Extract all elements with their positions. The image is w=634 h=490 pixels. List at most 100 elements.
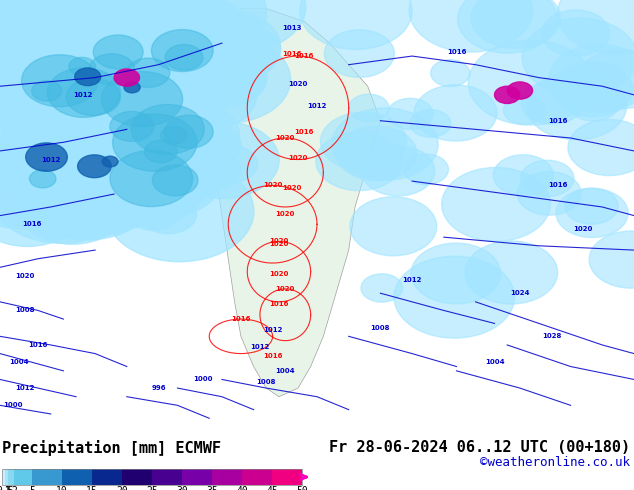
Circle shape [0, 0, 61, 80]
Text: 1012: 1012 [41, 156, 60, 163]
Circle shape [27, 17, 139, 93]
Circle shape [98, 104, 161, 147]
Circle shape [77, 155, 111, 178]
Circle shape [18, 11, 158, 107]
Bar [3, 469, 5, 485]
Circle shape [430, 60, 470, 86]
Circle shape [93, 181, 162, 228]
Text: 5: 5 [29, 486, 35, 490]
Circle shape [565, 188, 618, 224]
Circle shape [316, 132, 402, 191]
Circle shape [0, 133, 92, 228]
Circle shape [164, 39, 267, 109]
Circle shape [0, 0, 106, 59]
Circle shape [124, 163, 180, 201]
Text: Fr 28-06-2024 06..12 UTC (00+180): Fr 28-06-2024 06..12 UTC (00+180) [329, 440, 630, 455]
Circle shape [471, 0, 560, 49]
Text: 996: 996 [152, 385, 165, 391]
Text: 1008: 1008 [16, 307, 35, 314]
Text: 1020: 1020 [288, 154, 307, 161]
Circle shape [465, 241, 558, 304]
Circle shape [411, 243, 500, 304]
Circle shape [89, 54, 134, 85]
Bar [182, 469, 212, 485]
Circle shape [521, 160, 574, 196]
Circle shape [112, 109, 153, 137]
Circle shape [26, 143, 67, 171]
Text: 1016: 1016 [548, 182, 567, 189]
Polygon shape [209, 9, 380, 397]
Bar [92, 469, 122, 485]
Text: 1016: 1016 [548, 118, 567, 124]
Circle shape [48, 68, 120, 118]
Circle shape [507, 82, 533, 99]
Circle shape [136, 129, 181, 160]
Circle shape [41, 121, 141, 189]
Text: 25: 25 [146, 486, 158, 490]
Circle shape [589, 231, 634, 288]
Circle shape [203, 146, 257, 182]
Text: 1020: 1020 [282, 185, 301, 191]
Circle shape [75, 68, 101, 86]
Text: 1020: 1020 [276, 286, 295, 292]
Circle shape [18, 171, 126, 244]
Circle shape [361, 274, 403, 302]
Circle shape [167, 0, 242, 48]
Bar [14, 469, 32, 485]
Circle shape [0, 49, 68, 127]
Circle shape [493, 155, 553, 196]
Circle shape [124, 82, 140, 93]
Bar [122, 469, 152, 485]
Text: 1013: 1013 [282, 25, 301, 31]
Text: 20: 20 [116, 486, 128, 490]
Circle shape [0, 83, 36, 127]
Text: 45: 45 [266, 486, 278, 490]
Circle shape [190, 53, 267, 105]
Circle shape [15, 142, 158, 240]
Circle shape [113, 114, 197, 172]
Text: 1008: 1008 [371, 325, 390, 331]
Circle shape [56, 116, 164, 190]
Bar [5, 469, 8, 485]
Text: 15: 15 [86, 486, 98, 490]
Circle shape [145, 140, 178, 163]
Circle shape [337, 126, 417, 181]
Circle shape [127, 0, 176, 33]
Text: ©weatheronline.co.uk: ©weatheronline.co.uk [480, 456, 630, 469]
Circle shape [152, 29, 213, 72]
Text: Precipitation [mm] ECMWF: Precipitation [mm] ECMWF [2, 440, 221, 456]
Circle shape [556, 188, 628, 238]
Text: 0.5: 0.5 [0, 486, 14, 490]
Circle shape [22, 175, 94, 223]
Text: 1: 1 [5, 486, 11, 490]
Circle shape [140, 196, 197, 234]
Circle shape [220, 28, 281, 70]
Circle shape [101, 72, 183, 126]
Text: 30: 30 [176, 486, 188, 490]
Text: 1004: 1004 [276, 368, 295, 374]
Circle shape [116, 0, 208, 55]
Circle shape [387, 98, 433, 129]
Circle shape [0, 117, 96, 183]
Circle shape [526, 72, 626, 140]
Circle shape [109, 73, 152, 102]
Circle shape [15, 36, 84, 84]
Circle shape [129, 197, 179, 230]
Circle shape [110, 150, 193, 207]
Circle shape [325, 30, 394, 77]
Circle shape [332, 108, 438, 180]
Circle shape [69, 57, 96, 75]
Circle shape [349, 94, 389, 122]
Circle shape [158, 62, 257, 129]
Circle shape [28, 84, 100, 133]
Circle shape [131, 163, 177, 195]
Bar [212, 469, 242, 485]
Circle shape [350, 197, 437, 256]
Circle shape [105, 138, 222, 218]
Circle shape [0, 93, 103, 193]
Text: 1000: 1000 [3, 402, 22, 408]
Circle shape [119, 115, 217, 181]
Circle shape [300, 0, 412, 49]
Circle shape [541, 10, 610, 56]
Text: 50: 50 [296, 486, 308, 490]
